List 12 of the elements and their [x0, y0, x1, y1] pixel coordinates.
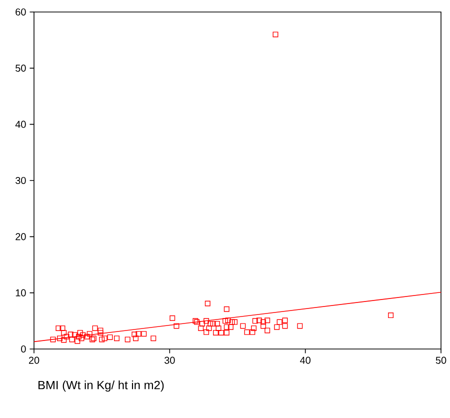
y-tick-label: 0	[21, 345, 26, 353]
y-tick-label: 30	[16, 176, 26, 184]
x-tick-label: 50	[436, 356, 446, 364]
y-tick-label: 10	[16, 289, 26, 296]
x-tick-label: 30	[164, 356, 175, 364]
x-tick-label: 20	[28, 356, 40, 364]
x-axis-title: BMI (Wt in Kg/ ht in m2)	[38, 380, 164, 392]
y-tick-label: 60	[16, 8, 26, 16]
y-tick-label: 50	[16, 64, 26, 72]
y-tick-label: 40	[15, 120, 26, 128]
x-tick-label: 40	[300, 356, 310, 364]
y-tick-label: 20	[16, 233, 26, 240]
